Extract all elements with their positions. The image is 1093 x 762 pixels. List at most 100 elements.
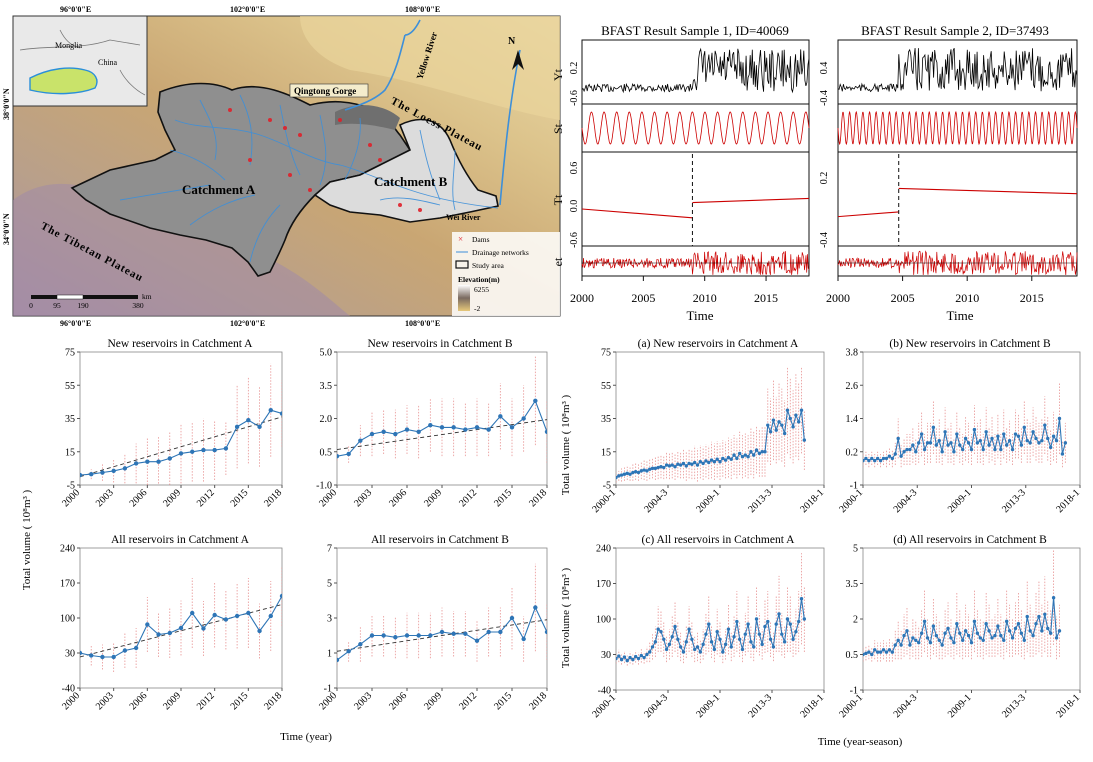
data-point bbox=[509, 615, 515, 621]
data-point bbox=[914, 638, 918, 642]
data-point bbox=[234, 424, 240, 430]
data-point bbox=[633, 470, 638, 474]
data-point bbox=[673, 465, 677, 469]
data-point bbox=[958, 631, 962, 635]
data-point bbox=[777, 420, 781, 424]
data-point bbox=[212, 447, 217, 453]
data-point bbox=[940, 450, 944, 454]
data-point bbox=[981, 447, 985, 452]
plot-frame bbox=[862, 547, 1081, 691]
data-point bbox=[715, 457, 719, 461]
data-point bbox=[908, 643, 912, 647]
data-point bbox=[1022, 638, 1026, 642]
data-point bbox=[156, 632, 161, 637]
bfast-sample-2: BFAST Result Sample 2, ID=37493 0.4 -0.4… bbox=[819, 23, 1078, 323]
data-point bbox=[659, 465, 663, 469]
data-point bbox=[867, 458, 871, 463]
bfast1-title: BFAST Result Sample 1, ID=40069 bbox=[601, 23, 789, 38]
data-point bbox=[963, 436, 968, 441]
data-point bbox=[975, 441, 980, 445]
data-point bbox=[729, 645, 733, 649]
x-tick-label: 2000-1 bbox=[590, 692, 618, 720]
data-point bbox=[681, 650, 686, 654]
x-tick-label: 2010 bbox=[693, 291, 717, 305]
y-tick-label: 3.5 bbox=[320, 381, 333, 392]
x-tick-label: 2005 bbox=[631, 291, 655, 305]
y-tick-label: 55 bbox=[65, 381, 75, 392]
data-point bbox=[190, 610, 195, 616]
x-tick-label: 2018 bbox=[262, 487, 284, 509]
chart-title: New reservoirs in Catchment B bbox=[368, 338, 513, 350]
plot-area bbox=[80, 566, 282, 672]
data-point bbox=[257, 628, 262, 634]
data-point bbox=[972, 619, 977, 624]
data-point bbox=[404, 633, 410, 638]
data-point bbox=[636, 470, 641, 475]
data-point bbox=[955, 432, 959, 436]
data-point bbox=[743, 632, 747, 636]
x-tick-label: 2010 bbox=[955, 291, 979, 305]
data-point bbox=[416, 633, 421, 638]
bfast-yt-series bbox=[581, 47, 810, 94]
data-point bbox=[1034, 622, 1038, 626]
x-tick-label: 2015 bbox=[754, 291, 778, 305]
data-point bbox=[642, 655, 646, 660]
data-point bbox=[782, 640, 787, 644]
data-point bbox=[111, 468, 116, 474]
y-tick-label: 75 bbox=[65, 348, 75, 359]
catchment-b-area bbox=[313, 118, 499, 223]
data-point bbox=[1040, 629, 1044, 633]
x-tick-label: 2009-1 bbox=[946, 487, 974, 515]
data-point bbox=[642, 468, 646, 472]
seasonal-ylabel-top: Total volume ( 10⁸m³ ) bbox=[560, 394, 572, 495]
data-point bbox=[931, 425, 936, 430]
chart-seasonal-new-a: (a) New reservoirs in Catchment A 75 55 35 1… bbox=[590, 338, 826, 515]
data-point bbox=[881, 648, 886, 652]
data-point bbox=[990, 436, 994, 441]
chart-title: (d) All reservoirs in Catchment B bbox=[893, 534, 1047, 546]
lat-label-34: 34°0'0"N bbox=[2, 213, 11, 245]
data-point bbox=[993, 447, 997, 452]
data-point bbox=[908, 447, 912, 452]
data-point bbox=[887, 648, 892, 652]
data-point bbox=[509, 425, 515, 430]
data-point bbox=[337, 657, 340, 663]
data-point bbox=[393, 431, 398, 437]
data-point bbox=[884, 650, 889, 654]
data-point bbox=[463, 427, 468, 432]
bfast-trend-after bbox=[898, 187, 1078, 195]
data-point bbox=[1016, 622, 1021, 626]
elevation-colorbar bbox=[458, 285, 470, 311]
y-tick-label: 7 bbox=[327, 544, 332, 555]
data-point bbox=[463, 631, 468, 636]
y-tick-label: -5 bbox=[67, 481, 75, 492]
data-point bbox=[946, 443, 950, 447]
data-point bbox=[984, 622, 988, 626]
data-point bbox=[1063, 441, 1068, 445]
data-point bbox=[922, 619, 927, 624]
data-point bbox=[156, 459, 161, 464]
y-tick-label: 240 bbox=[596, 544, 611, 555]
data-point bbox=[961, 447, 965, 452]
data-point bbox=[80, 650, 83, 656]
data-point bbox=[167, 456, 172, 461]
data-point bbox=[145, 459, 150, 464]
data-point bbox=[1002, 638, 1006, 642]
y-tick-label: 5 bbox=[853, 544, 858, 555]
data-point bbox=[884, 456, 889, 461]
x-tick-label: 2009 bbox=[422, 487, 444, 509]
data-point bbox=[934, 443, 939, 447]
data-point bbox=[681, 461, 686, 466]
trend-line bbox=[337, 619, 547, 652]
x-tick-label: 2018 bbox=[527, 690, 549, 712]
data-point bbox=[167, 630, 172, 636]
data-point bbox=[617, 654, 621, 658]
series-line bbox=[863, 418, 1066, 462]
data-point bbox=[1004, 443, 1009, 447]
y-tick-label: 35 bbox=[65, 414, 75, 425]
data-point bbox=[89, 653, 94, 658]
data-point bbox=[999, 633, 1003, 638]
data-point bbox=[676, 462, 680, 466]
data-point bbox=[721, 456, 725, 461]
data-point bbox=[782, 431, 787, 436]
